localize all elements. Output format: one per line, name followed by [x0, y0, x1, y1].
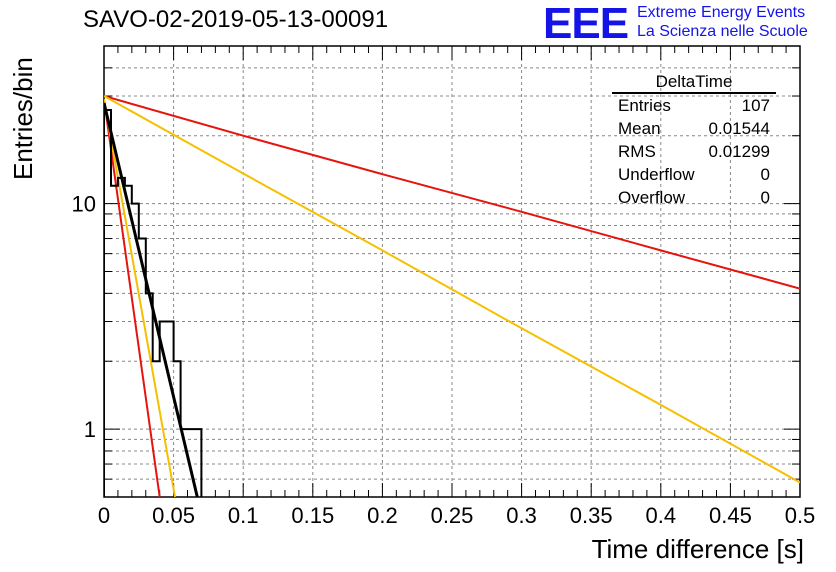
- fit-curve: [104, 95, 800, 290]
- y-tick-label: 10: [72, 192, 96, 217]
- stats-label: Entries: [618, 96, 671, 115]
- eee-logo: EEE: [543, 0, 629, 48]
- x-axis-label: Time difference [s]: [591, 534, 804, 564]
- stats-box: DeltaTime Entries 107 Mean 0.01544 RMS 0…: [612, 71, 776, 209]
- x-tick-label: 0.05: [152, 503, 195, 528]
- stats-label: RMS: [618, 142, 656, 161]
- x-tick-label: 0.3: [506, 503, 537, 528]
- stats-row-rms: RMS 0.01299: [612, 140, 776, 163]
- stats-value: 0.01299: [708, 142, 770, 161]
- fit-curve: [104, 102, 199, 497]
- fit-curve: [104, 95, 800, 484]
- stats-row-overflow: Overflow 0: [612, 186, 776, 209]
- stats-value: 0: [760, 188, 770, 207]
- x-tick-label: 0.25: [431, 503, 474, 528]
- stats-name: DeltaTime: [612, 71, 776, 94]
- x-tick-label: 0.2: [367, 503, 398, 528]
- stats-value: 107: [741, 96, 770, 115]
- logo-line-1: Extreme Energy Events: [637, 4, 806, 21]
- histogram-outline: [104, 109, 203, 497]
- stats-row-underflow: Underflow 0: [612, 163, 776, 186]
- x-tick-label: 0.45: [709, 503, 752, 528]
- logo-line-2: La Scienza nelle Scuole: [637, 23, 808, 40]
- stats-row-entries: Entries 107: [612, 94, 776, 117]
- chart-title: SAVO-02-2019-05-13-00091: [83, 6, 389, 33]
- stats-value: 0: [760, 165, 770, 184]
- y-axis-label: Entries/bin: [8, 57, 38, 180]
- x-tick-label: 0.4: [646, 503, 677, 528]
- stats-value: 0.01544: [708, 119, 770, 138]
- x-tick-label: 0: [98, 503, 110, 528]
- x-tick-label: 0.15: [291, 503, 334, 528]
- stats-label: Overflow: [618, 188, 686, 207]
- stats-label: Mean: [618, 119, 661, 138]
- fit-curve: [104, 99, 176, 497]
- x-tick-label: 0.5: [785, 503, 816, 528]
- x-tick-label: 0.35: [570, 503, 613, 528]
- stats-row-mean: Mean 0.01544: [612, 117, 776, 140]
- y-tick-label: 1: [84, 417, 96, 442]
- fit-curve: [104, 99, 161, 497]
- stats-label: Underflow: [618, 165, 695, 184]
- x-tick-label: 0.1: [228, 503, 259, 528]
